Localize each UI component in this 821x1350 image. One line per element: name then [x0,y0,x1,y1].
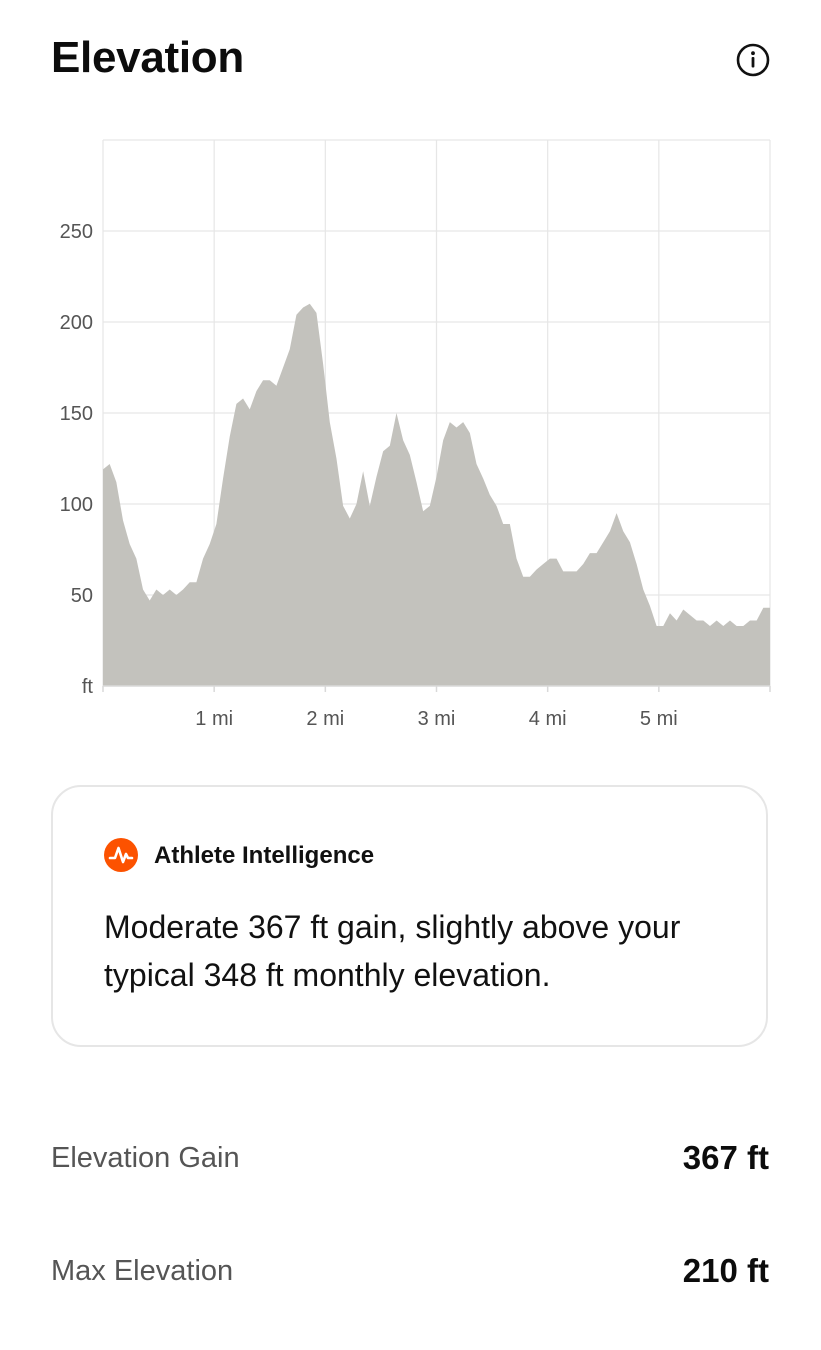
x-tick-label: 2 mi [306,708,344,730]
y-tick-label: 200 [60,312,93,334]
chart-axes [102,685,771,692]
max-elevation-row: Max Elevation 210 ft [51,1249,769,1293]
elevation-chart-svg: 50 100 150 200 250 ft 1 mi 2 mi 3 mi 4 mi 5 mi [60,139,771,730]
x-tick-label: 1 mi [195,708,233,730]
elevation-gain-row: Elevation Gain 367 ft [51,1136,769,1180]
stat-label: Elevation Gain [51,1142,240,1174]
athlete-intelligence-card[interactable]: Athlete Intelligence Moderate 367 ft gai… [51,785,768,1047]
card-body-text: Moderate 367 ft gain, slightly above you… [104,909,681,993]
info-button[interactable] [733,40,773,80]
y-tick-label: 250 [60,221,93,243]
y-tick-label: 50 [71,585,93,607]
y-unit-label: ft [82,676,94,698]
stat-value: 367 ft [682,1139,769,1176]
strava-logo-icon [104,838,138,872]
stat-value: 210 ft [682,1252,769,1289]
y-tick-label: 100 [60,494,93,516]
card-heading: Athlete Intelligence [154,842,375,869]
elevation-chart: 50 100 150 200 250 ft 1 mi 2 mi 3 mi 4 mi 5 mi [0,120,821,750]
x-tick-label: 5 mi [640,708,678,730]
page-title: Elevation [51,33,244,82]
stat-label: Max Elevation [51,1255,234,1287]
info-circle-icon [736,43,770,77]
elevation-area [103,303,770,686]
x-tick-label: 3 mi [418,708,456,730]
x-tick-label: 4 mi [529,708,567,730]
y-tick-label: 150 [60,403,93,425]
chart-labels: 50 100 150 200 250 ft 1 mi 2 mi 3 mi 4 mi 5 mi [60,221,678,730]
